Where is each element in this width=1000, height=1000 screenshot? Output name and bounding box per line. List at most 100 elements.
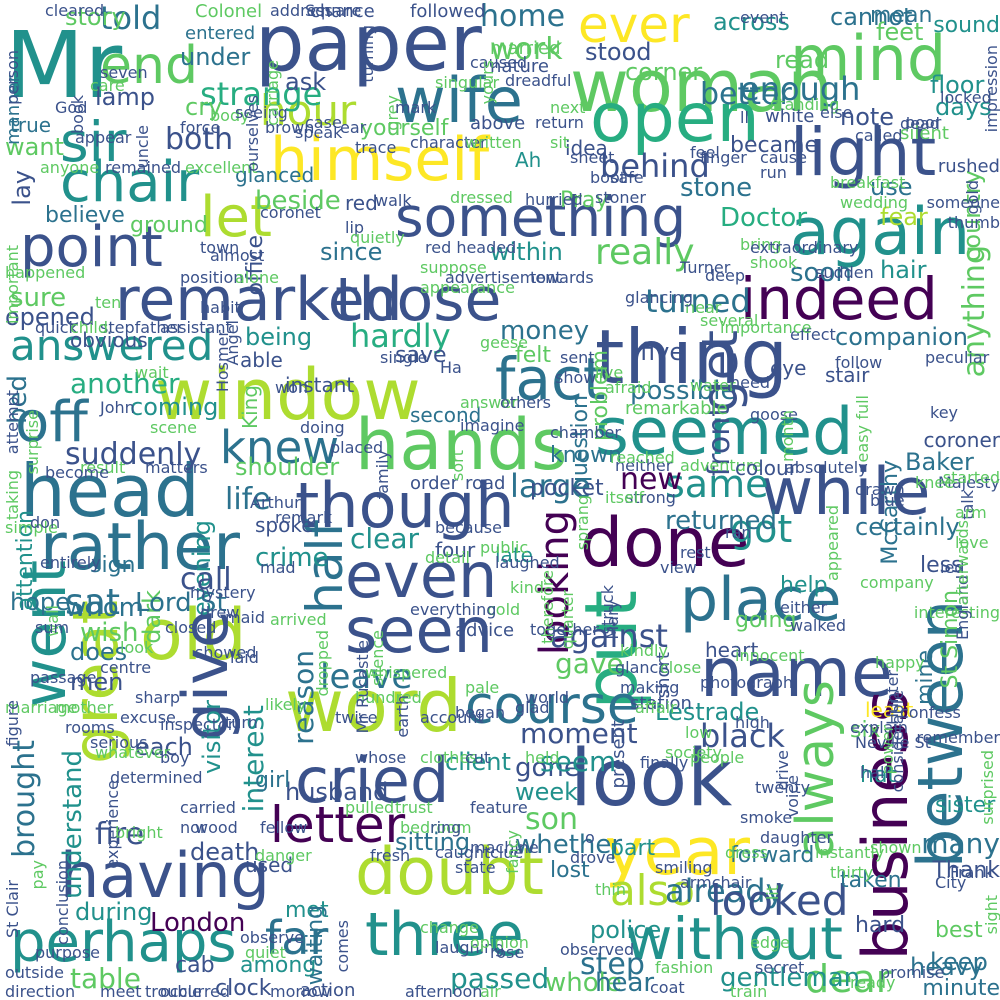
cloud-word: seen: [345, 594, 493, 667]
cloud-word: remarked: [115, 265, 403, 335]
cloud-word: glance: [615, 658, 669, 677]
cloud-word: Turner: [680, 258, 731, 277]
cloud-word: drove: [570, 848, 616, 867]
cloud-word: shook: [750, 253, 798, 272]
cloud-word: Mary: [603, 600, 622, 640]
cloud-word: result: [80, 458, 126, 477]
cloud-word: nor: [180, 818, 207, 837]
cloud-word: eye: [770, 356, 807, 380]
cloud-word: importance: [720, 318, 812, 337]
cloud-word: King: [238, 385, 262, 430]
cloud-word: ever: [578, 0, 690, 54]
cloud-word: making: [620, 678, 680, 697]
cloud-word: sight: [982, 895, 1000, 935]
cloud-word: waiting: [303, 905, 328, 986]
cloud-word: don: [30, 513, 61, 532]
cloud-word: week: [515, 778, 579, 806]
cloud-word: word: [285, 664, 462, 748]
cloud-word: stood: [585, 38, 652, 66]
cloud-word: laughing: [435, 938, 505, 957]
cloud-word: almost: [210, 246, 265, 265]
cloud-word: placed: [330, 438, 384, 457]
cloud-word: habit: [200, 298, 241, 317]
cloud-word: change: [420, 918, 479, 937]
cloud-word: rooms: [65, 718, 115, 737]
cloud-word: Baker: [905, 448, 974, 476]
cloud-word: Arthur: [250, 493, 301, 512]
cloud-word: turning: [358, 25, 377, 83]
cloud-word: quiet: [245, 943, 286, 962]
cloud-word: person: [3, 50, 22, 105]
cloud-word: fact: [495, 345, 606, 413]
cloud-word: instant: [285, 373, 355, 397]
cloud-word: met: [285, 898, 329, 923]
cloud-word: order: [410, 473, 458, 494]
cloud-word: sure: [10, 283, 67, 313]
cloud-word: seem: [540, 745, 617, 778]
cloud-word: already: [665, 872, 785, 910]
cloud-word: rest: [680, 543, 711, 562]
cloud-word: others: [500, 393, 551, 412]
cloud-word: against: [550, 617, 668, 655]
cloud-word: Ha: [440, 358, 462, 377]
cloud-word: shown: [870, 838, 922, 857]
cloud-word: Hosmer: [213, 330, 232, 393]
cloud-word: show: [555, 368, 597, 387]
cloud-word: surprised: [978, 750, 997, 825]
cloud-word: ring: [430, 818, 462, 837]
cloud-word: several: [700, 311, 759, 330]
cloud-word: beside: [255, 186, 341, 216]
cloud-word: each: [135, 733, 193, 761]
cloud-word: look: [120, 638, 154, 657]
cloud-word: part: [610, 836, 656, 861]
cloud-word: whole: [545, 968, 622, 998]
cloud-word: St Clair: [3, 880, 22, 938]
cloud-word: everything: [410, 600, 497, 619]
cloud-word: wife: [395, 64, 523, 137]
cloud-word: state: [455, 858, 496, 877]
cloud-word: marriage: [5, 698, 78, 717]
cloud-word: hands: [355, 404, 568, 486]
cloud-word: better: [700, 77, 792, 112]
cloud-word: chance: [310, 1, 375, 22]
cloud-word: towards: [530, 268, 594, 287]
cloud-word: stone: [680, 173, 753, 203]
cloud-word: love: [955, 533, 989, 552]
cloud-word: absolutely: [785, 458, 868, 477]
cloud-word: else: [820, 103, 853, 122]
cloud-word: cry: [185, 93, 223, 121]
cloud-word: quick: [35, 318, 78, 337]
cloud-word: those: [335, 265, 502, 335]
cloud-word: mad: [260, 558, 296, 577]
cloud-word: called: [855, 126, 903, 145]
cloud-word: really: [595, 232, 695, 273]
cloud-word: direction: [5, 982, 76, 1000]
cloud-word: clothes: [420, 748, 478, 767]
cloud-word: seemed: [595, 395, 854, 470]
cloud-word: danger: [255, 846, 312, 865]
cloud-word: glancing: [625, 288, 694, 307]
cloud-word: yours: [478, 60, 497, 105]
cloud-word: Thank: [932, 858, 1000, 883]
cloud-word: lit: [763, 885, 782, 901]
cloud-word: excellent: [185, 158, 258, 177]
cloud-word: dressed: [450, 188, 513, 207]
cloud-word: twenty: [755, 778, 811, 797]
cloud-word: son: [525, 802, 578, 837]
cloud-word: whether: [515, 830, 623, 860]
cloud-word: occurred: [160, 982, 231, 1000]
cloud-word: dead: [900, 114, 940, 133]
cloud-word: five: [640, 338, 685, 366]
cloud-word: sir: [60, 110, 127, 174]
cloud-word: followed: [410, 1, 486, 22]
cloud-word: visitor: [198, 700, 226, 775]
cloud-word: advice: [455, 620, 515, 641]
cloud-word: afraid: [605, 378, 652, 397]
cloud-word: child: [70, 318, 108, 337]
cloud-word: corner: [625, 58, 703, 86]
cloud-word: imagine: [460, 416, 525, 435]
cloud-word: wedding: [840, 193, 908, 212]
cloud-word: dropped: [313, 630, 332, 697]
cloud-word: idea: [565, 136, 608, 160]
